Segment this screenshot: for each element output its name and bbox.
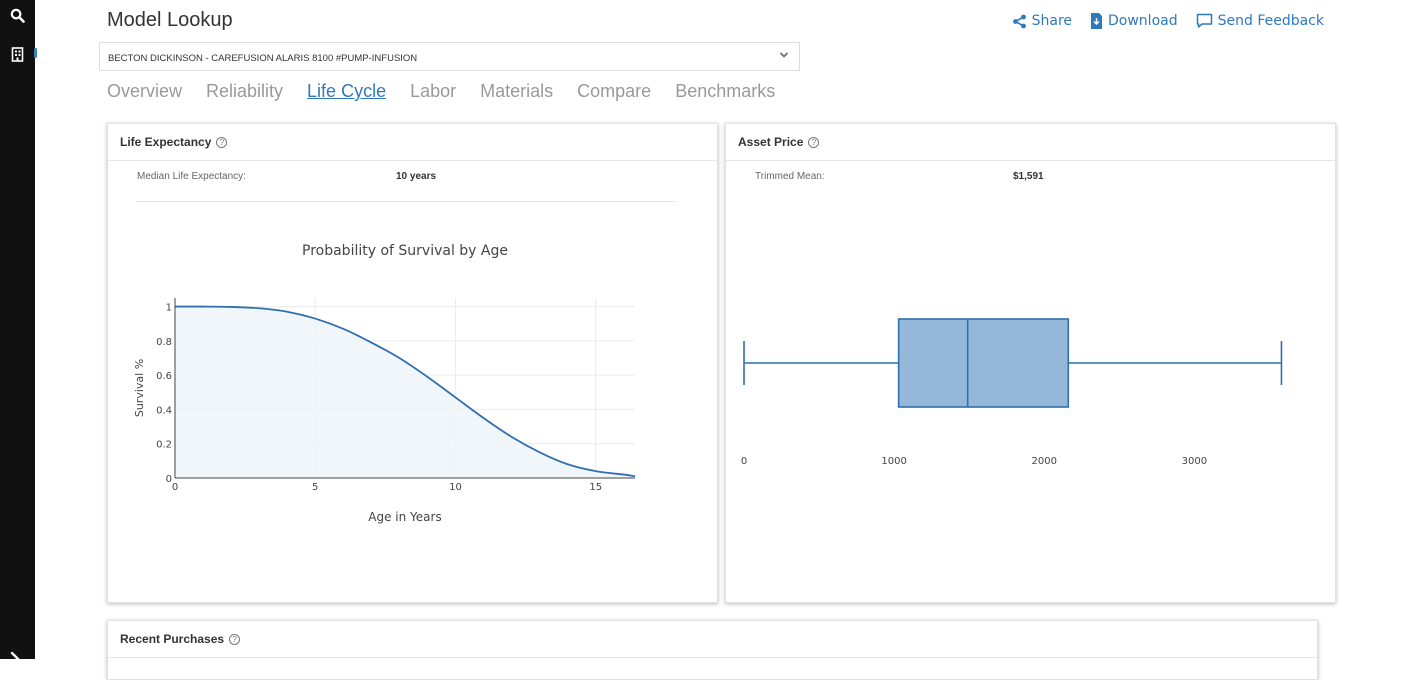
send-feedback-label: Send Feedback	[1217, 13, 1324, 29]
tab-bar: Overview Reliability Life Cycle Labor Ma…	[107, 81, 799, 102]
recent-purchases-card: Recent Purchases ?	[107, 620, 1318, 680]
download-label: Download	[1108, 13, 1178, 29]
x-tick-label: 15	[589, 482, 602, 493]
x-tick-label: 0	[172, 482, 178, 493]
chart-title: Probability of Survival by Age	[302, 243, 508, 259]
model-select[interactable]: BECTON DICKINSON - CAREFUSION ALARIS 810…	[99, 42, 800, 71]
y-tick-label: 0.6	[156, 371, 172, 382]
header-actions: Share Download Send Feedback	[1012, 13, 1324, 29]
asset-price-card: Asset Price ? Trimmed Mean: $1,591 0 1000…	[725, 123, 1336, 603]
sidebar	[0, 0, 37, 663]
life-expectancy-title: Life Expectancy	[120, 135, 212, 149]
download-button[interactable]: Download	[1090, 13, 1178, 29]
x-tick-label: 5	[312, 482, 318, 493]
asset-price-title: Asset Price	[738, 135, 804, 149]
help-icon[interactable]: ?	[229, 633, 241, 645]
box-plot-axis: 0 1000 2000 3000	[741, 456, 1207, 467]
tab-compare[interactable]: Compare	[577, 81, 652, 101]
x-tick-label: 0	[741, 456, 747, 467]
median-life-label: Median Life Expectancy:	[137, 171, 246, 182]
wrench-icon[interactable]	[8, 649, 26, 667]
send-feedback-button[interactable]: Send Feedback	[1196, 13, 1324, 29]
download-icon	[1090, 13, 1103, 29]
trimmed-mean-value: $1,591	[1013, 171, 1044, 182]
feedback-icon	[1196, 13, 1213, 29]
x-axis-label: Age in Years	[368, 510, 441, 524]
tab-life-cycle[interactable]: Life Cycle	[307, 81, 387, 101]
page-title: Model Lookup	[107, 9, 233, 31]
tab-reliability[interactable]: Reliability	[206, 81, 284, 101]
x-tick-label: 2000	[1032, 456, 1057, 467]
share-label: Share	[1031, 13, 1073, 29]
survival-line	[174, 305, 636, 478]
y-tick-label: 0.4	[156, 405, 172, 416]
share-icon	[1012, 14, 1027, 29]
tab-overview[interactable]: Overview	[107, 81, 183, 101]
y-tick-label: 0.2	[156, 440, 172, 451]
help-icon[interactable]: ?	[216, 136, 228, 148]
tab-labor[interactable]: Labor	[410, 81, 457, 101]
box-plot-marks	[743, 318, 1283, 408]
help-icon[interactable]: ?	[808, 136, 820, 148]
y-tick-label: 0	[166, 474, 172, 485]
life-expectancy-card: Life Expectancy ? Median Life Expectancy…	[107, 123, 718, 603]
x-tick-label: 3000	[1182, 456, 1207, 467]
share-button[interactable]: Share	[1012, 13, 1072, 29]
active-indicator	[34, 48, 37, 58]
price-box-chart: 0 1000 2000 3000	[741, 318, 1283, 467]
y-axis-label: Survival %	[133, 359, 146, 417]
recent-purchases-title: Recent Purchases	[120, 632, 225, 646]
y-tick-label: 1	[166, 303, 172, 314]
x-tick-label: 10	[449, 482, 462, 493]
tab-materials[interactable]: Materials	[480, 81, 554, 101]
search-icon[interactable]	[8, 6, 26, 24]
median-life-value: 10 years	[396, 171, 437, 182]
tab-benchmarks[interactable]: Benchmarks	[675, 81, 776, 101]
recent-purchases-header: Recent Purchases ?	[108, 621, 1317, 658]
chevron-down-icon	[779, 51, 789, 62]
iqr-box	[897, 318, 1070, 408]
asset-price-header: Asset Price ?	[726, 124, 1335, 161]
chart-axes: 00.20.40.60.810 5 10 15	[156, 298, 635, 493]
life-expectancy-header: Life Expectancy ?	[108, 124, 717, 161]
x-tick-label: 1000	[881, 456, 906, 467]
trimmed-mean-label: Trimmed Mean:	[755, 171, 825, 182]
survival-area	[175, 306, 635, 478]
divider	[136, 201, 676, 202]
model-select-value: BECTON DICKINSON - CAREFUSION ALARIS 810…	[108, 53, 418, 64]
survival-chart: Probability of Survival by Age 0 0.2 0.4 0.…	[133, 243, 636, 524]
y-tick-label: 0.8	[156, 337, 172, 348]
building-icon[interactable]	[8, 45, 26, 63]
